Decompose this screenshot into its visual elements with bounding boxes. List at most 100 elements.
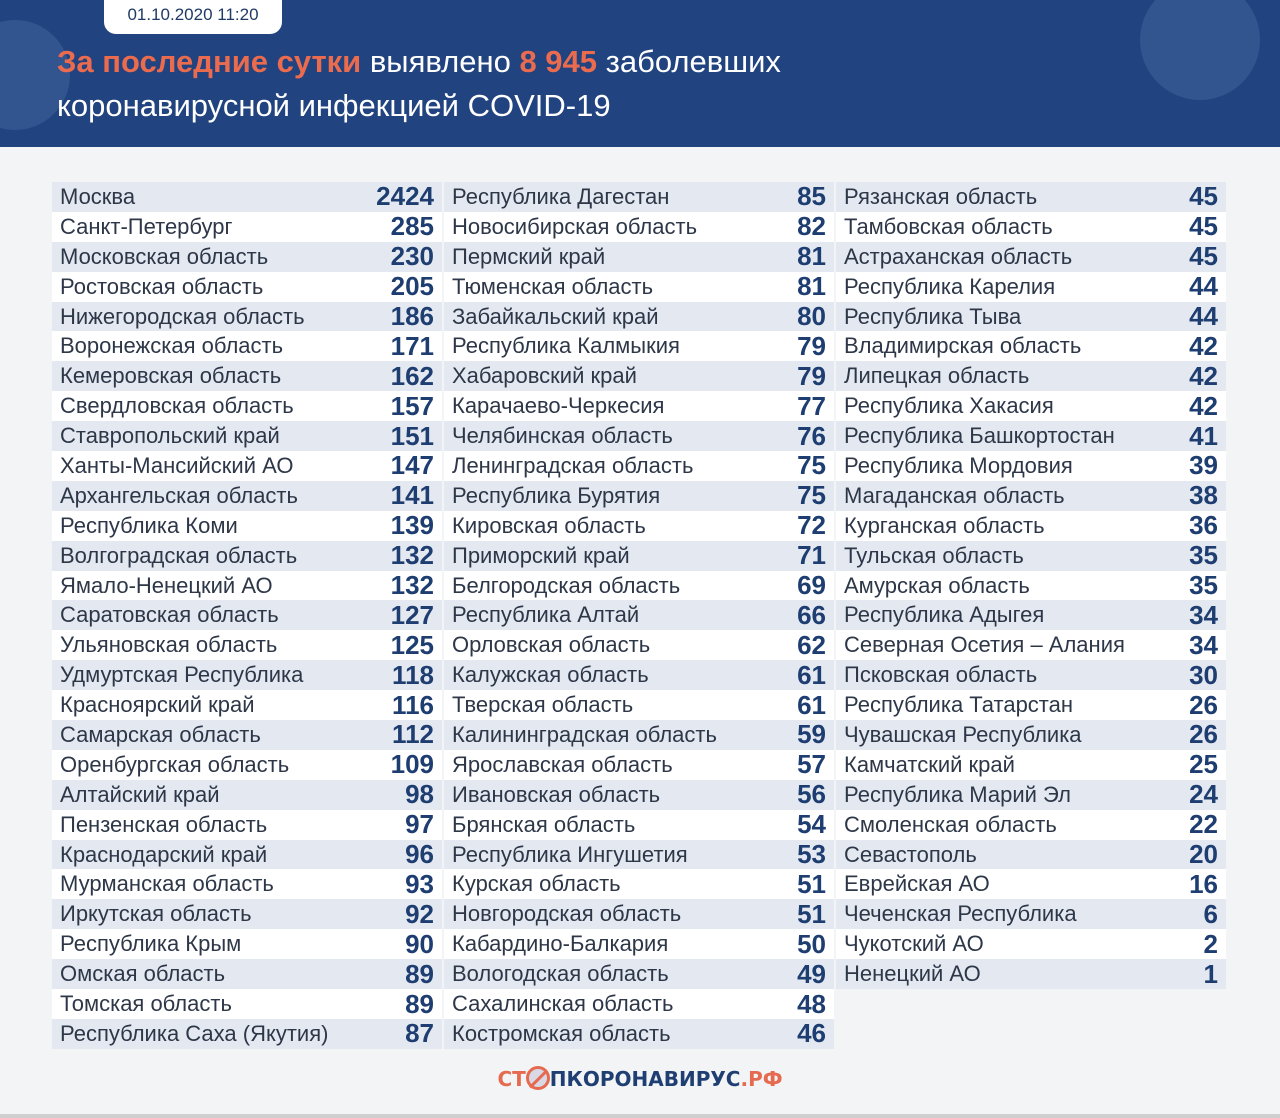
case-count: 141: [390, 480, 434, 511]
table-row: Еврейская АО 16: [836, 869, 1226, 900]
table-row: Республика Татарстан 26: [836, 690, 1226, 721]
table-row: Приморский край 71: [444, 540, 834, 571]
region-name: Мурманская область: [60, 871, 274, 897]
region-name: Воронежская область: [60, 333, 284, 359]
logo-text: СТ: [497, 1067, 526, 1091]
case-count: 35: [1189, 540, 1218, 571]
region-column-2: Республика Дагестан 85 Новосибирская облас…: [444, 181, 834, 1049]
table-row: Саратовская область 127: [52, 599, 442, 631]
case-count: 30: [1189, 659, 1218, 690]
region-name: Пензенская область: [60, 811, 268, 837]
case-count: 61: [797, 689, 826, 720]
case-count: 186: [390, 301, 434, 332]
region-name: Республика Хакасия: [844, 393, 1054, 419]
case-count: 45: [1189, 181, 1218, 212]
region-name: Магаданская область: [844, 482, 1065, 508]
table-row: Курская область 51: [444, 868, 834, 900]
stopcoronavirus-logo: СТ ПКОРОНАВИРУС.РФ: [0, 1066, 1280, 1091]
case-count: 127: [390, 599, 434, 630]
case-count: 50: [797, 928, 826, 959]
table-row: Республика Карелия 44: [836, 271, 1226, 302]
table-row: Тульская область 35: [836, 540, 1226, 571]
region-name: Севастополь: [844, 841, 977, 867]
region-name: Липецкая область: [844, 363, 1030, 389]
region-name: Курганская область: [844, 512, 1045, 538]
table-row: Забайкальский край 80: [444, 301, 834, 332]
region-name: Рязанская область: [844, 183, 1038, 209]
logo-text: .РФ: [740, 1067, 783, 1091]
region-name: Ненецкий АО: [844, 961, 981, 987]
case-count: 57: [797, 749, 826, 780]
region-name: Иркутская область: [60, 901, 252, 927]
region-name: Республика Бурятия: [452, 482, 661, 508]
table-row: Ставропольский край 151: [52, 420, 442, 452]
case-count: 98: [405, 779, 434, 810]
case-count: 205: [390, 271, 434, 302]
case-count: 1: [1203, 958, 1218, 989]
case-count: 25: [1189, 749, 1218, 780]
table-row: Калужская область 61: [444, 660, 834, 691]
region-name: Тамбовская область: [844, 213, 1053, 239]
case-count: 76: [797, 420, 826, 451]
table-row: Кемеровская область 162: [52, 361, 442, 392]
case-count: 54: [797, 809, 826, 840]
region-name: Республика Алтай: [452, 602, 640, 628]
case-count: 92: [405, 898, 434, 929]
region-name: Республика Ингушетия: [452, 841, 688, 867]
table-row: Иркутская область 92: [52, 898, 442, 930]
region-name: Москва: [60, 183, 136, 209]
case-count: 51: [797, 868, 826, 899]
case-count: 157: [390, 390, 434, 421]
case-count: 151: [390, 420, 434, 451]
region-name: Курская область: [452, 871, 621, 897]
table-row: Архангельская область 141: [52, 480, 442, 511]
table-row: Москва 2424: [52, 181, 442, 212]
case-count: 90: [405, 928, 434, 959]
region-name: Оренбургская область: [60, 751, 290, 777]
region-name: Томская область: [60, 990, 232, 1016]
table-row: Республика Дагестан 85: [444, 181, 834, 212]
case-count: 6: [1203, 898, 1218, 929]
region-name: Камчатский край: [844, 751, 1015, 777]
case-count: 96: [405, 839, 434, 870]
table-row: Чувашская Республика 26: [836, 719, 1226, 750]
table-row: Смоленская область 22: [836, 809, 1226, 840]
table-row: Новосибирская область 82: [444, 211, 834, 242]
case-count: 66: [797, 599, 826, 630]
table-row: Оренбургская область 109: [52, 749, 442, 780]
table-row: Чукотский АО 2: [836, 929, 1226, 960]
case-count: 44: [1189, 271, 1218, 302]
table-row: Ханты-Мансийский АО 147: [52, 450, 442, 481]
region-name: Республика Калмыкия: [452, 333, 680, 359]
region-name: Астраханская область: [844, 243, 1073, 269]
table-row: Мурманская область 93: [52, 869, 442, 900]
region-name: Карачаево-Черкесия: [452, 393, 665, 419]
case-count: 71: [797, 540, 826, 571]
region-name: Ханты-Мансийский АО: [60, 452, 294, 478]
region-name: Орловская область: [452, 632, 651, 658]
region-name: Республика Крым: [60, 931, 242, 957]
table-row: Севастополь 20: [836, 839, 1226, 870]
region-name: Свердловская область: [60, 393, 294, 419]
case-count: 147: [390, 450, 434, 481]
case-count: 89: [405, 958, 434, 989]
title-accent-period: За последние сутки: [57, 44, 362, 79]
table-row: Республика Бурятия 75: [444, 480, 834, 511]
case-count: 77: [797, 390, 826, 421]
region-name: Чувашская Республика: [844, 721, 1082, 747]
table-row: Республика Крым 90: [52, 928, 442, 960]
region-name: Еврейская АО: [844, 871, 990, 897]
region-name: Саратовская область: [60, 602, 279, 628]
case-count: 80: [797, 301, 826, 332]
case-count: 85: [797, 181, 826, 212]
case-count: 132: [390, 570, 434, 601]
region-name: Ленинградская область: [452, 452, 694, 478]
table-row: Амурская область 35: [836, 570, 1226, 601]
table-row: Республика Ингушетия 53: [444, 839, 834, 870]
case-count: 49: [797, 958, 826, 989]
virus-decoration-icon: [1140, 0, 1260, 100]
table-row: Республика Мордовия 39: [836, 450, 1226, 481]
table-row: Рязанская область 45: [836, 181, 1226, 212]
table-row: Костромская область 46: [444, 1018, 834, 1049]
table-row: Владимирская область 42: [836, 331, 1226, 362]
